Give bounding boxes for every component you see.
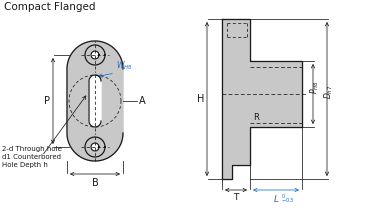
Polygon shape (91, 143, 99, 151)
Text: $D_{h7}$: $D_{h7}$ (323, 85, 335, 99)
Text: T: T (233, 193, 239, 202)
Text: Compact Flanged: Compact Flanged (4, 2, 95, 12)
Polygon shape (89, 75, 101, 127)
Text: H: H (197, 94, 204, 104)
Text: R: R (253, 113, 259, 122)
Polygon shape (67, 41, 123, 161)
Text: P: P (44, 96, 50, 106)
Text: $P_{H8}$: $P_{H8}$ (309, 80, 321, 94)
Polygon shape (222, 19, 302, 179)
Text: B: B (92, 178, 98, 188)
Polygon shape (91, 51, 99, 59)
Text: $^{0}_{-0.3}$: $^{0}_{-0.3}$ (281, 193, 295, 206)
Text: d1 Counterbored: d1 Counterbored (2, 154, 61, 160)
Text: $L$: $L$ (273, 193, 279, 204)
Text: Hole Depth h: Hole Depth h (2, 162, 48, 168)
Text: A: A (139, 96, 146, 106)
Text: $W_{H8}$: $W_{H8}$ (116, 60, 132, 72)
Text: 2-d Through hole: 2-d Through hole (2, 146, 62, 152)
